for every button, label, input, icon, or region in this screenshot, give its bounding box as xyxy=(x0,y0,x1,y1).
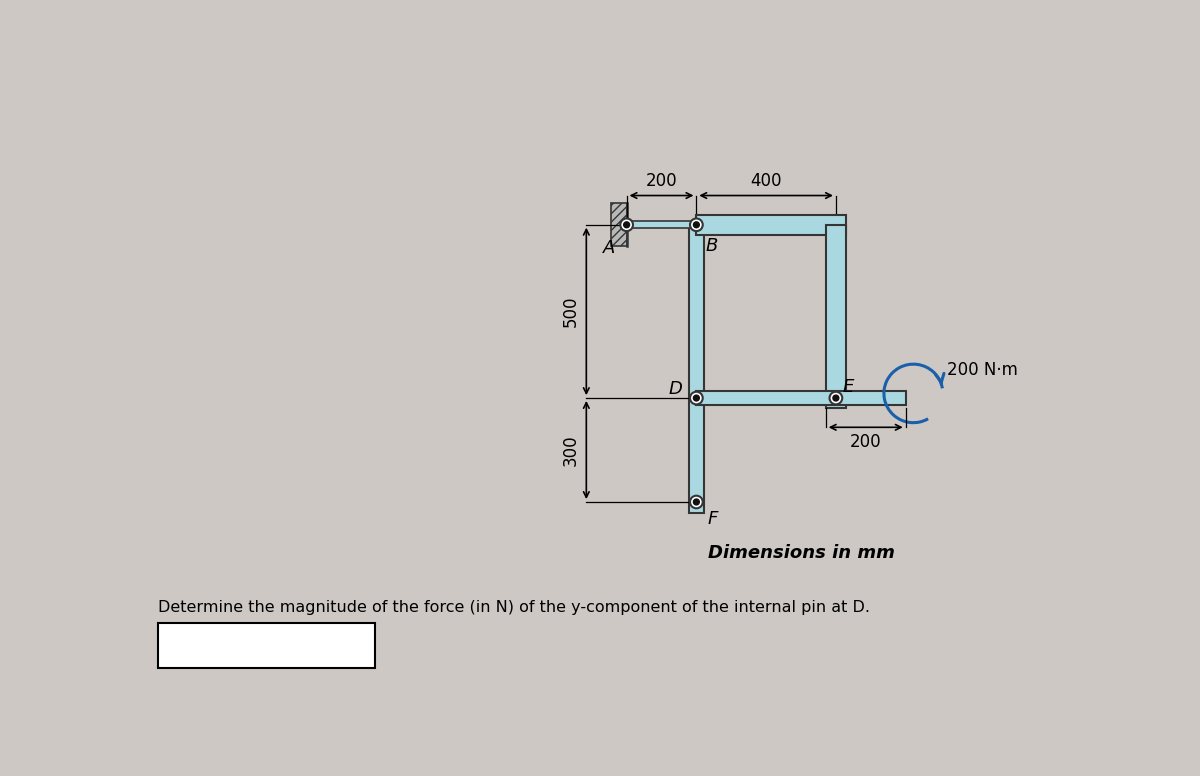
Text: Determine the magnitude of the force (in N) of the y-component of the internal p: Determine the magnitude of the force (in… xyxy=(157,600,870,615)
FancyBboxPatch shape xyxy=(157,623,374,667)
Text: 500: 500 xyxy=(562,296,580,327)
Bar xyxy=(689,225,704,513)
Circle shape xyxy=(690,496,703,508)
Text: D: D xyxy=(668,379,683,398)
Text: 300: 300 xyxy=(562,435,580,466)
Circle shape xyxy=(624,222,630,227)
Bar xyxy=(611,203,626,246)
Bar xyxy=(696,215,846,235)
Circle shape xyxy=(694,222,700,227)
Bar xyxy=(696,392,906,404)
Text: B: B xyxy=(706,237,718,255)
Circle shape xyxy=(620,219,632,231)
Text: Dimensions in mm: Dimensions in mm xyxy=(708,544,894,563)
Text: E: E xyxy=(842,378,853,397)
Circle shape xyxy=(694,499,700,505)
Circle shape xyxy=(694,395,700,401)
Text: 400: 400 xyxy=(750,172,782,190)
Text: 200 N·m: 200 N·m xyxy=(948,362,1019,379)
Text: A: A xyxy=(604,239,616,257)
Circle shape xyxy=(690,392,703,404)
Text: 200: 200 xyxy=(646,172,677,190)
Bar xyxy=(826,225,846,408)
Text: 200: 200 xyxy=(850,433,882,451)
Bar xyxy=(626,221,696,228)
Circle shape xyxy=(833,395,839,401)
Text: F: F xyxy=(708,510,719,528)
Circle shape xyxy=(829,392,842,404)
Circle shape xyxy=(690,219,703,231)
